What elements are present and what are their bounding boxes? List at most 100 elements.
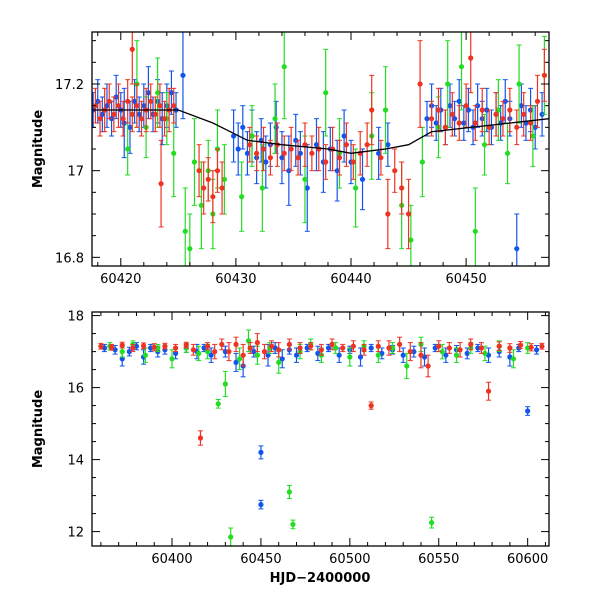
y-axis-title: Magnitude [31,110,46,189]
series-1155ee [101,342,540,510]
data-point [449,111,455,117]
data-point [258,502,264,508]
data-point [297,150,303,156]
data-point [191,159,198,165]
data-point [267,155,274,161]
data-point [385,142,391,148]
data-point [249,133,255,139]
data-point [329,341,335,347]
data-point [359,176,366,182]
data-point [375,352,381,358]
data-point [99,111,105,117]
y-tick-label: 16 [67,382,84,397]
data-point [389,345,396,351]
data-point [244,150,251,156]
data-point [180,72,186,78]
data-point [343,142,350,148]
data-point [157,103,163,109]
data-point [302,142,308,148]
data-point [495,107,501,113]
data-point [131,98,138,104]
data-point [433,120,439,126]
series-22dd22 [107,329,531,546]
data-point [196,168,202,174]
model-curve [92,109,549,154]
data-point [518,103,524,109]
series-22dd22 [125,32,547,266]
data-point [247,345,253,351]
data-point [293,352,300,358]
data-point [309,150,315,156]
data-point [108,344,115,350]
data-point [142,352,148,358]
data-point [190,347,196,353]
data-point [240,124,246,130]
data-point [265,352,271,358]
data-point [205,176,211,182]
data-point [442,124,448,130]
data-point [428,116,435,122]
data-point [496,343,502,349]
data-point [171,103,177,109]
data-point [364,142,370,148]
data-point [304,185,310,191]
data-point [151,344,157,350]
data-point [263,159,269,165]
y-tick-label: 12 [67,526,84,541]
bottom-panel-full-light-curve: 60400 60450 60500 60550 60600 12 14 16 18 Magnitu… [31,310,550,567]
data-point [347,354,353,360]
data-point [259,185,265,191]
data-point [429,520,435,526]
plot-area [98,329,545,546]
data-point [145,90,152,96]
x-tick-label: 60440 [330,272,371,287]
data-point [279,155,285,161]
data-point [514,124,520,130]
x-tick-label: 60430 [215,272,256,287]
data-point [210,194,216,200]
data-point [268,343,275,349]
data-point [479,107,485,113]
data-point [405,211,412,217]
data-point [507,107,513,113]
data-point [418,352,424,358]
data-point [528,344,534,350]
data-point [119,342,125,348]
data-point [308,343,314,349]
data-point [286,489,292,495]
data-point [457,347,463,353]
data-point [134,103,140,109]
data-point [171,150,177,156]
data-point [385,211,391,217]
data-point [341,133,347,139]
data-point [126,349,132,355]
data-point [201,185,207,191]
data-point [445,81,451,87]
data-point [239,194,245,200]
data-point [446,345,453,351]
data-point [514,246,520,252]
data-point [106,98,112,104]
data-point [169,356,175,362]
data-point [214,168,221,174]
data-point [155,90,161,96]
data-point [507,345,513,351]
data-point [215,401,221,407]
data-point [302,176,308,182]
y-tick-label: 16.8 [55,251,84,266]
data-point [541,72,547,78]
data-point [504,150,511,156]
y-axis-title: Magnitude [31,390,46,469]
data-point [138,116,145,122]
data-point [226,349,232,355]
data-point [136,111,142,117]
data-point [376,150,382,156]
x-tick-label: 60450 [240,552,281,567]
data-point [452,116,458,122]
data-point [382,107,389,113]
data-point [318,347,324,353]
data-point [281,150,287,156]
data-point [281,64,287,70]
data-point [439,349,445,355]
data-point [258,449,264,455]
